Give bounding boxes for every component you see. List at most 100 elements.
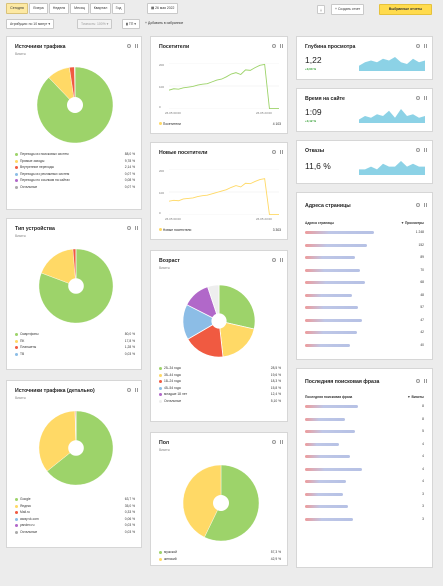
legend-value: 63,7 % — [124, 497, 135, 501]
table-row[interactable]: 152 — [305, 242, 424, 250]
metric-value: 1,22 — [305, 55, 322, 65]
legend-swatch — [159, 122, 162, 125]
period-option[interactable]: Сегодня — [6, 3, 28, 14]
settings-icon[interactable] — [272, 150, 276, 154]
drag-handle-icon[interactable] — [424, 148, 427, 152]
traffic-detailed-pie — [38, 410, 114, 486]
drag-handle-icon[interactable] — [280, 44, 283, 48]
card-title: Возраст — [159, 258, 180, 264]
drag-handle-icon[interactable] — [280, 150, 283, 154]
table-row[interactable]: 4 — [305, 466, 424, 474]
table-row[interactable]: 68 — [305, 279, 424, 287]
y-tick-label: 0 — [159, 211, 161, 215]
create-report-button[interactable]: + Создать отчет — [331, 4, 365, 15]
pie-slice[interactable] — [38, 410, 77, 472]
legend-swatch — [15, 333, 18, 336]
period-option[interactable]: Год — [112, 3, 125, 14]
table-row[interactable]: 8 — [305, 416, 424, 424]
gender-card: Пол Визиты мужской 57,3 % женский 42,9 % — [150, 432, 288, 566]
drag-handle-icon[interactable] — [135, 388, 138, 392]
card-title: Последняя поисковая фраза — [305, 379, 380, 385]
drag-handle-icon[interactable] — [424, 379, 427, 383]
legend-value: 0,08 % — [124, 178, 135, 183]
table-row[interactable]: 4 — [305, 441, 424, 449]
traffic-detailed-card: Источники трафика (детально) Визиты Goog… — [6, 380, 142, 548]
drag-handle-icon[interactable] — [135, 44, 138, 48]
date-picker[interactable]: ▦ 26 мая 2022 — [147, 3, 179, 14]
metric-value: 11,6 % — [305, 161, 331, 171]
table-row[interactable]: 1 248 — [305, 229, 424, 237]
settings-icon[interactable] — [416, 379, 420, 383]
table-row[interactable]: 89 — [305, 254, 424, 262]
table-row[interactable]: 70 — [305, 267, 424, 275]
period-option[interactable]: Вчера — [29, 3, 48, 14]
legend-item: ПК 17,8 % — [15, 338, 135, 345]
legend-label: Планшеты — [20, 345, 37, 350]
drag-handle-icon[interactable] — [280, 258, 283, 262]
add-favorite-link[interactable]: + Добавить в избранное — [145, 21, 184, 25]
table-row[interactable]: 4 — [305, 453, 424, 461]
period-option[interactable]: Квартал — [90, 3, 111, 14]
blurred-text — [305, 455, 350, 458]
table-row[interactable]: 4 — [305, 478, 424, 486]
legend-swatch — [159, 551, 162, 554]
pie-slice[interactable] — [204, 464, 260, 542]
table-row[interactable]: 5 — [305, 428, 424, 436]
metric-delta: +0,00 % — [305, 67, 317, 71]
table-row[interactable]: 3 — [305, 503, 424, 511]
period-option[interactable]: Месяц — [70, 3, 89, 14]
legend-swatch — [159, 380, 162, 384]
series-line — [169, 63, 279, 109]
download-button[interactable]: ⤓ — [317, 5, 325, 14]
table-row[interactable]: 42 — [305, 329, 424, 337]
table-row[interactable]: 57 — [305, 304, 424, 312]
legend-swatch — [159, 228, 162, 231]
settings-icon[interactable] — [127, 388, 131, 392]
drag-handle-icon[interactable] — [424, 44, 427, 48]
card-title: Отказы — [305, 148, 325, 154]
table-row[interactable]: 48 — [305, 292, 424, 300]
table-row[interactable]: 8 — [305, 403, 424, 411]
pie-slice[interactable] — [218, 284, 256, 330]
settings-icon[interactable] — [416, 203, 420, 207]
pie-slice[interactable] — [187, 320, 224, 358]
pie-slice[interactable] — [218, 320, 255, 358]
settings-icon[interactable] — [127, 226, 131, 230]
drag-handle-icon[interactable] — [135, 226, 138, 230]
card-title: Адреса страницы — [305, 203, 351, 209]
settings-icon[interactable] — [272, 440, 276, 444]
drag-handle-icon[interactable] — [424, 96, 427, 100]
legend-item: away.vk.com 0,06 % — [15, 516, 135, 523]
card-subtitle: Визиты — [159, 448, 170, 452]
settings-icon[interactable] — [127, 44, 131, 48]
plus-icon: + — [335, 7, 338, 11]
pie-slice[interactable] — [182, 464, 222, 538]
legend-label: Прямые заходы — [20, 158, 45, 163]
settings-icon[interactable] — [272, 258, 276, 262]
settings-icon[interactable] — [416, 96, 420, 100]
table-row[interactable]: 3 — [305, 491, 424, 499]
card-title: Пол — [159, 440, 170, 446]
legend-value: 0,03 % — [124, 529, 135, 534]
legend-value: 5,10 % — [270, 398, 281, 403]
table-row[interactable]: 47 — [305, 317, 424, 325]
row-value: 40 — [420, 342, 424, 347]
drag-handle-icon[interactable] — [424, 203, 427, 207]
blurred-text — [305, 442, 340, 446]
settings-icon[interactable] — [416, 44, 420, 48]
legend-value: 9,78 % — [124, 158, 135, 163]
settings-icon[interactable] — [416, 148, 420, 152]
attribution-select[interactable]: Атрибуция: по 10 минут ▾ — [6, 19, 55, 29]
table-row[interactable]: 40 — [305, 342, 424, 350]
blurred-text — [305, 293, 353, 297]
accuracy-select[interactable]: Точность: 100% ▾ — [77, 19, 113, 29]
segment-select[interactable]: ▮ ТП ▾ — [122, 19, 140, 29]
period-option[interactable]: Неделя — [49, 3, 69, 14]
row-value: 70 — [420, 267, 424, 272]
table-row[interactable]: 3 — [305, 516, 424, 524]
settings-icon[interactable] — [272, 44, 276, 48]
drag-handle-icon[interactable] — [280, 440, 283, 444]
selected-reports-button[interactable]: Выбранные отчеты — [379, 4, 432, 15]
pie-slice[interactable] — [207, 284, 220, 322]
pie-slice[interactable] — [41, 248, 77, 287]
